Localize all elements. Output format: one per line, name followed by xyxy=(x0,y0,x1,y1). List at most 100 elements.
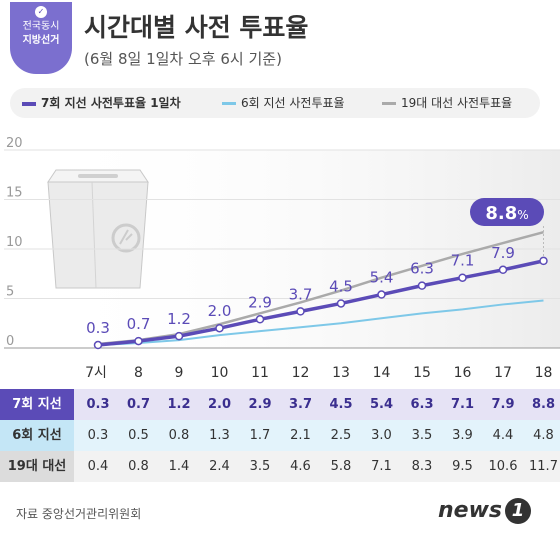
table-cell: 3.5 xyxy=(411,428,433,443)
badge-line1: 전국동시 xyxy=(22,21,60,32)
table-cell: 3.5 xyxy=(249,459,271,474)
table-cell: 4.8 xyxy=(533,428,554,443)
data-label: 7.9 xyxy=(491,244,515,262)
ballot-stamp-icon: ✓ xyxy=(35,6,47,18)
data-label: 1.2 xyxy=(167,310,191,328)
table-cell: 0.8 xyxy=(168,428,190,443)
table-cell: 10.6 xyxy=(488,459,518,474)
x-axis: 7시 8 9 10 11 12 13 14 15 16 17 18 xyxy=(85,365,552,381)
legend-swatch-purple xyxy=(22,101,36,106)
x-tick-label: 14 xyxy=(373,365,391,381)
callout: 8.8% xyxy=(470,198,544,226)
legend-label-19th: 19대 대선 사전투표율 xyxy=(401,96,513,110)
callout-value: 8.8 xyxy=(485,203,517,224)
callout-text: 8.8% xyxy=(485,203,528,224)
series-lines xyxy=(97,230,544,347)
table-row: 7회 지선 0.3 0.7 1.2 2.0 2.9 3.7 4.5 5.4 6.3 7.1 7.9 8.… xyxy=(0,389,560,420)
data-point xyxy=(215,323,224,333)
badge-line2: 지방선거 xyxy=(22,35,60,46)
legend-item-19th: 19대 대선 사전투표율 xyxy=(382,88,512,118)
data-table: 7회 지선 0.3 0.7 1.2 2.0 2.9 3.7 4.5 5.4 6.3 7.1 7.9 8.… xyxy=(0,389,560,482)
logo-text: news xyxy=(438,498,503,523)
y-tick-label: 5 xyxy=(6,285,14,300)
table-cell: 0.7 xyxy=(126,397,151,412)
data-label: 7.1 xyxy=(451,252,475,270)
data-point xyxy=(134,336,143,346)
series-line-19th xyxy=(97,230,544,346)
data-point xyxy=(377,290,386,299)
table-cell: 9.5 xyxy=(452,459,473,474)
page-title: 시간대별 사전 투표율 xyxy=(84,13,309,42)
table-cell: 2.0 xyxy=(207,397,232,412)
data-labels: 0.3 0.7 1.2 2.0 2.9 3.7 4.5 5.4 6.3 7.1 7.9 xyxy=(86,244,548,350)
x-tick-label: 15 xyxy=(413,365,431,381)
y-tick-label: 20 xyxy=(6,136,23,151)
data-point xyxy=(458,273,467,282)
x-tick-label: 12 xyxy=(292,365,310,381)
table-cell: 2.4 xyxy=(209,459,230,474)
x-tick-label: 11 xyxy=(251,365,269,381)
table-cell: 1.3 xyxy=(209,428,230,443)
table-cell: 4.5 xyxy=(329,397,353,412)
table-cell: 5.8 xyxy=(330,459,352,474)
data-point xyxy=(336,299,346,308)
chart-grid xyxy=(4,149,560,349)
table-cell: 4.4 xyxy=(492,428,514,443)
table-cell: 4.6 xyxy=(290,459,311,474)
table-cell: 7.9 xyxy=(491,397,515,412)
page-subtitle: (6월 8일 1일차 오후 6시 기준) xyxy=(84,50,282,68)
legend-item-7th: 7회 지선 사전투표율 1일차 xyxy=(22,88,181,118)
series-line-7th xyxy=(97,259,544,347)
y-tick-label: 15 xyxy=(6,186,23,201)
data-label: 4.5 xyxy=(329,277,353,295)
x-tick-label: 13 xyxy=(332,365,350,381)
data-label: 0.7 xyxy=(127,315,151,333)
data-point xyxy=(498,265,508,275)
x-tick-label: 8 xyxy=(134,365,143,381)
data-label: 6.3 xyxy=(410,260,434,278)
data-point xyxy=(539,256,548,266)
callout-unit: % xyxy=(517,208,528,222)
x-tick-label: 7시 xyxy=(85,365,107,381)
data-label: 3.7 xyxy=(289,285,313,303)
table-cell: 0.8 xyxy=(128,459,149,474)
data-point xyxy=(93,340,103,350)
table-cell: 2.9 xyxy=(248,397,272,412)
data-label: 2.9 xyxy=(248,293,272,311)
data-point xyxy=(255,315,265,324)
y-tick-label: 10 xyxy=(6,235,23,250)
election-badge: ✓ 전국동시 지방선거 xyxy=(10,2,72,74)
data-label: 0.3 xyxy=(86,319,110,337)
logo-mark: 1 xyxy=(505,498,532,524)
series-line-6th xyxy=(97,299,544,347)
table-cell: 7.1 xyxy=(450,397,475,412)
table-cell: 2.1 xyxy=(290,428,311,443)
y-axis: 0 5 10 15 20 xyxy=(6,136,23,349)
table-cell: 0.4 xyxy=(87,459,109,474)
table-cell: 6.3 xyxy=(410,397,434,412)
table-cell: 0.3 xyxy=(86,397,110,412)
legend-swatch-blue xyxy=(222,102,236,105)
x-tick-label: 17 xyxy=(494,365,512,381)
table-cell: 3.9 xyxy=(452,428,473,443)
legend-item-6th: 6회 지선 사전투표율 xyxy=(222,88,345,118)
y-tick-label: 0 xyxy=(6,334,14,349)
table-cell: 3.0 xyxy=(371,428,392,443)
table-cell: 7.1 xyxy=(371,459,392,474)
x-tick-label: 16 xyxy=(454,365,472,381)
legend-label-6th: 6회 지선 사전투표율 xyxy=(241,96,345,110)
table-cell: 1.2 xyxy=(167,397,191,412)
table-cell: 0.5 xyxy=(128,428,149,443)
table-cell: 8.3 xyxy=(411,459,433,474)
x-tick-label: 9 xyxy=(175,365,184,381)
data-label: 2.0 xyxy=(208,302,232,320)
line-chart: 0 5 10 15 20 7시 8 9 10 11 12 13 14 15 16 17 18 0.3 0.7 1.… xyxy=(4,136,560,381)
legend-label-7th: 7회 지선 사전투표율 1일차 xyxy=(41,96,181,110)
chart-legend: 7회 지선 사전투표율 1일차 6회 지선 사전투표율 19대 대선 사전투표율 xyxy=(10,88,540,118)
x-tick-label: 18 xyxy=(535,365,553,381)
row-label: 7회 지선 xyxy=(0,389,74,420)
row-label: 6회 지선 xyxy=(0,420,74,451)
source-note: 자료 중앙선거관리위원회 xyxy=(16,507,142,521)
table-cell: 5.4 xyxy=(369,397,394,412)
table-row: 6회 지선 0.3 0.5 0.8 1.3 1.7 2.1 2.5 3.0 3.5 3.9 4.4 4.… xyxy=(0,420,560,451)
